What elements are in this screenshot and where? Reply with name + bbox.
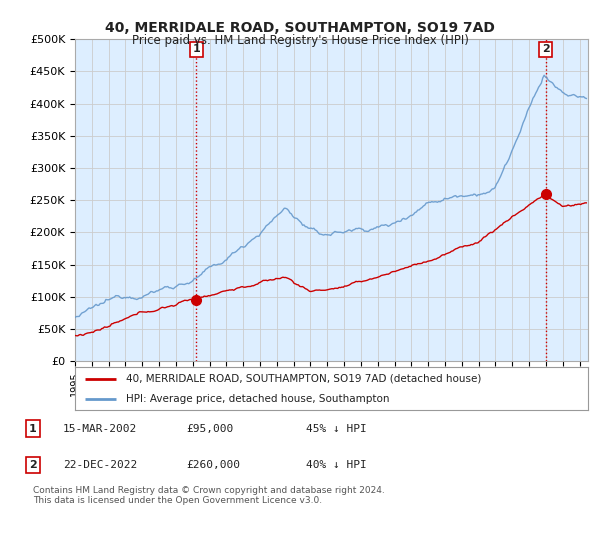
Text: £260,000: £260,000 bbox=[186, 460, 240, 470]
Text: 2: 2 bbox=[29, 460, 37, 470]
Text: Contains HM Land Registry data © Crown copyright and database right 2024.
This d: Contains HM Land Registry data © Crown c… bbox=[33, 486, 385, 506]
Text: 1: 1 bbox=[29, 424, 37, 433]
Text: £95,000: £95,000 bbox=[186, 424, 233, 433]
Text: 40, MERRIDALE ROAD, SOUTHAMPTON, SO19 7AD (detached house): 40, MERRIDALE ROAD, SOUTHAMPTON, SO19 7A… bbox=[127, 374, 482, 384]
Text: 22-DEC-2022: 22-DEC-2022 bbox=[63, 460, 137, 470]
Text: 15-MAR-2002: 15-MAR-2002 bbox=[63, 424, 137, 433]
Text: Price paid vs. HM Land Registry's House Price Index (HPI): Price paid vs. HM Land Registry's House … bbox=[131, 34, 469, 46]
Text: 40% ↓ HPI: 40% ↓ HPI bbox=[306, 460, 367, 470]
Text: 40, MERRIDALE ROAD, SOUTHAMPTON, SO19 7AD: 40, MERRIDALE ROAD, SOUTHAMPTON, SO19 7A… bbox=[105, 21, 495, 35]
Text: HPI: Average price, detached house, Southampton: HPI: Average price, detached house, Sout… bbox=[127, 394, 390, 404]
Text: 2: 2 bbox=[542, 44, 550, 54]
Text: 45% ↓ HPI: 45% ↓ HPI bbox=[306, 424, 367, 433]
Text: 1: 1 bbox=[192, 44, 200, 54]
